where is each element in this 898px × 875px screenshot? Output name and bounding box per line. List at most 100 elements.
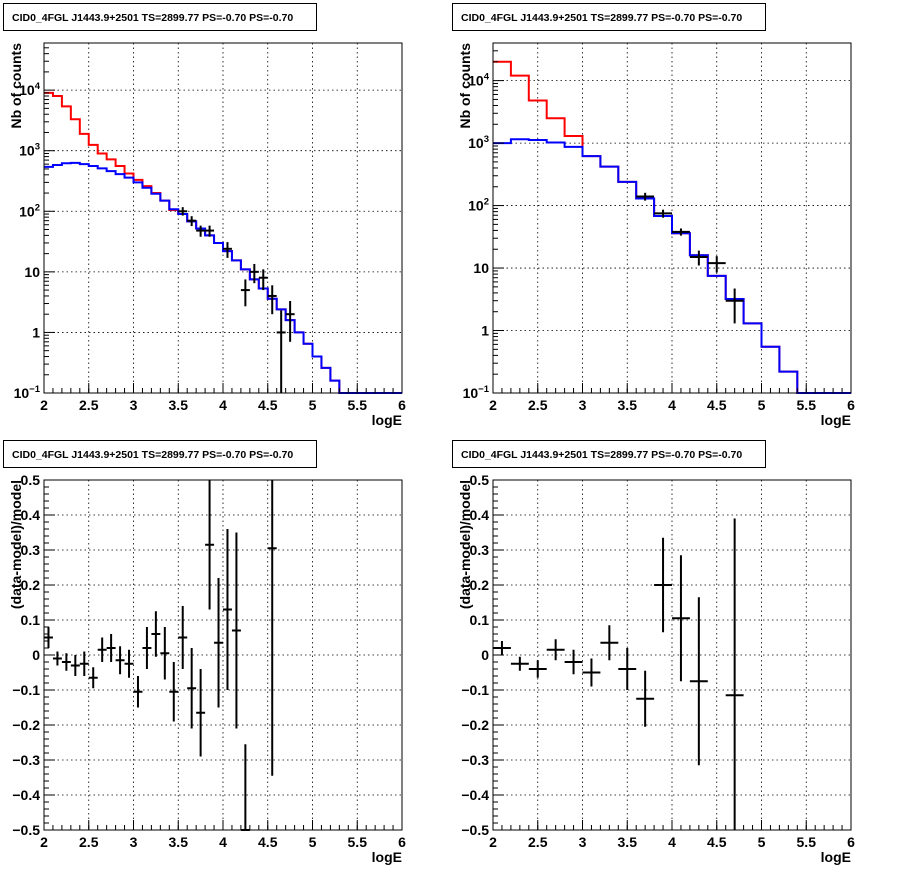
y-tick-exponent: −1 [29, 384, 41, 395]
y-tick-label: 104 [19, 81, 41, 98]
data-points [44, 480, 277, 831]
data-point [258, 269, 268, 291]
y-tick-label: 0.4 [21, 507, 41, 523]
y-tick-label: 0.2 [470, 577, 490, 593]
data-point [187, 648, 197, 729]
y-tick-label: 0.1 [470, 612, 490, 628]
y-tick-label: −0.1 [12, 682, 40, 698]
grid [493, 480, 851, 830]
y-tick-label: −0.4 [461, 787, 489, 803]
y-tick-label: −0.3 [461, 752, 489, 768]
x-tick-label: 2 [489, 834, 497, 850]
y-tick-exponent: 3 [35, 142, 40, 153]
x-tick-label: 2 [40, 397, 48, 413]
y-tick-label: 102 [468, 197, 489, 214]
y-tick-label: 103 [19, 142, 40, 159]
data-point [654, 537, 672, 633]
y-tick-label: 0.1 [21, 612, 41, 628]
y-tick-base: 10 [468, 198, 484, 214]
data-point [196, 225, 206, 237]
x-tick-label: 2.5 [79, 397, 99, 413]
data-point [169, 662, 179, 722]
data-point [528, 660, 547, 678]
data-point [70, 655, 80, 676]
x-tick-label: 4.5 [258, 397, 278, 413]
data-point [205, 480, 215, 610]
data-point [240, 744, 250, 831]
y-tick-label: 10−1 [14, 384, 41, 401]
plot-title: CID0_4FGL J1443.9+2501 TS=2899.77 PS=-0.… [3, 3, 317, 31]
y-tick-base: 10 [468, 73, 484, 89]
y-tick-exponent: 4 [35, 81, 41, 92]
x-tick-label: 3 [579, 397, 587, 413]
x-tick-label: 4.5 [707, 397, 727, 413]
data-points [178, 207, 295, 393]
data-point [178, 207, 188, 216]
data-point [79, 651, 89, 676]
y-tick-base: 10 [19, 82, 35, 98]
counts-plot-coarse-canvas: 2 2.5 3 3.5 4 4.5 5 5.5 6logE10−1110102103104Nb … [8, 42, 406, 428]
y-tick-label: 102 [19, 202, 40, 219]
y-tick-label: −0.3 [12, 752, 40, 768]
x-tick-label: 5 [758, 397, 766, 413]
y-axis: −0.5 −0.4 −0.3 −0.2 −0.1 0 0.1 0.2 0.3 0.4 0.5(dat… [8, 472, 55, 838]
data-point [707, 256, 726, 273]
y-tick-label: 1 [481, 323, 489, 339]
x-tick-label: 5 [309, 397, 317, 413]
x-tick-label: 4.5 [707, 834, 727, 850]
x-tick-label: 3.5 [169, 397, 189, 413]
data-point [725, 288, 744, 324]
y-tick-label: 10−1 [463, 384, 490, 401]
data-point [689, 597, 708, 766]
y-axis-label: (data-model)/model [8, 480, 24, 609]
data-point [223, 242, 232, 258]
data-point [285, 301, 295, 342]
data-point [106, 634, 116, 662]
y-tick-label: 1 [32, 324, 40, 340]
x-tick-label: 3 [579, 834, 587, 850]
data-point [249, 263, 259, 284]
y-tick-base: 10 [19, 203, 35, 219]
data-point [510, 656, 529, 671]
data-point [276, 310, 286, 393]
y-tick-label: −0.5 [12, 822, 40, 838]
x-tick-label: 2 [40, 834, 48, 850]
data-point [267, 480, 277, 776]
counts-plot-coarse: 2 2.5 3 3.5 4 4.5 5 5.5 6 logE 10−1 1 10 102 103 104 Nb … [0, 0, 449, 437]
y-tick-label: 0.4 [470, 507, 490, 523]
x-tick-label: 5 [309, 834, 317, 850]
data-point [689, 250, 708, 266]
data-point [205, 225, 215, 237]
x-tick-label: 5 [758, 834, 766, 850]
data-points [493, 518, 744, 830]
plot-title: CID0_4FGL J1443.9+2501 TS=2899.77 PS=-0.… [452, 3, 766, 31]
x-axis-label: logE [372, 412, 402, 428]
x-tick-label: 6 [398, 834, 406, 850]
y-tick-label: −0.1 [461, 682, 489, 698]
x-axis-label: logE [821, 849, 851, 865]
y-tick-base: 10 [463, 385, 479, 401]
data-point [61, 653, 71, 671]
data-point [196, 669, 206, 757]
x-tick-label: 5.5 [348, 834, 368, 850]
x-axis-label: logE [372, 849, 402, 865]
y-tick-label: 0.5 [470, 472, 490, 488]
data-point [725, 518, 744, 830]
data-point [88, 667, 98, 689]
data-point [115, 646, 125, 675]
data-point [654, 209, 672, 218]
data-point [44, 627, 53, 648]
data-point [672, 555, 690, 682]
y-tick-base: 10 [19, 143, 35, 159]
data-point [151, 611, 161, 657]
x-axis-label: logE [821, 412, 851, 428]
y-tick-label: 0.2 [21, 577, 41, 593]
y-tick-label: 0.3 [21, 542, 41, 558]
x-tick-label: 2 [489, 397, 497, 413]
y-tick-label: 0 [32, 647, 40, 663]
y-tick-label: −0.5 [461, 822, 489, 838]
y-axis-label: (data-model)/model [457, 480, 473, 609]
